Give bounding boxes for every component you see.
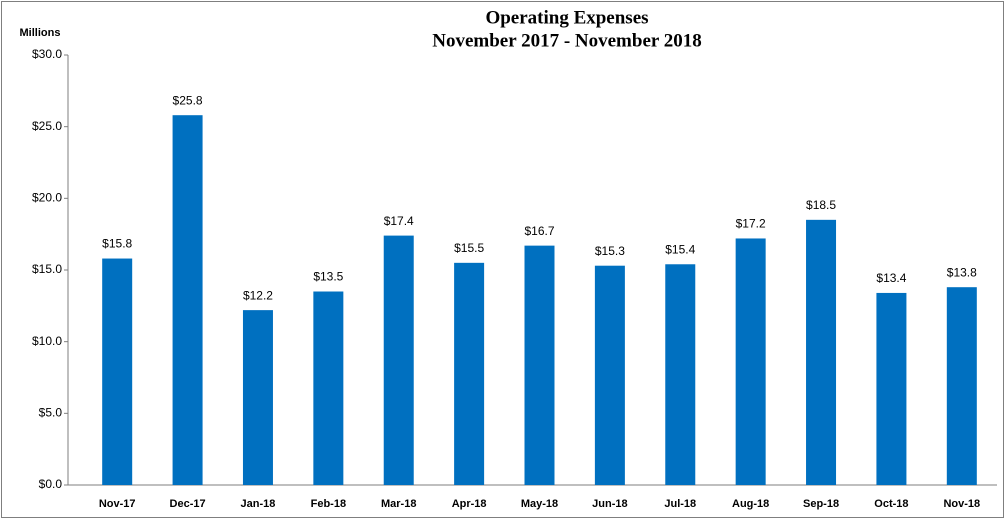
chart-subtitle: November 2017 - November 2018 <box>432 30 701 51</box>
bar <box>735 238 766 485</box>
bar <box>454 262 485 485</box>
x-tick-label: Nov-17 <box>99 498 136 510</box>
x-tick-label: Oct-18 <box>874 498 908 510</box>
bar <box>172 115 203 485</box>
y-tick-label: $0.0 <box>39 477 63 491</box>
value-label: $12.2 <box>243 288 273 302</box>
value-label: $25.8 <box>173 93 203 107</box>
y-tick-label: $10.0 <box>32 334 62 348</box>
value-label: $18.5 <box>806 198 836 212</box>
value-label: $13.4 <box>876 271 906 285</box>
value-label: $17.4 <box>384 214 414 228</box>
y-tick-label: $5.0 <box>39 406 63 420</box>
x-tick-label: May-18 <box>521 498 558 510</box>
x-tick-label: Jun-18 <box>592 498 627 510</box>
value-label: $15.4 <box>665 242 695 256</box>
value-label: $15.3 <box>595 244 625 258</box>
x-tick-label: Nov-18 <box>943 498 980 510</box>
bar <box>383 235 414 485</box>
x-tick-label: Sep-18 <box>803 498 839 510</box>
x-tick-label: Aug-18 <box>732 498 769 510</box>
value-label: $16.7 <box>524 224 554 238</box>
bar <box>313 291 344 485</box>
bar <box>524 245 555 485</box>
x-tick-label: Feb-18 <box>311 498 346 510</box>
y-axis-label: Millions <box>20 27 61 39</box>
x-tick-label: Apr-18 <box>452 498 487 510</box>
bar <box>946 287 977 485</box>
value-label: $17.2 <box>736 217 766 231</box>
value-label: $15.8 <box>102 237 132 251</box>
y-tick-label: $15.0 <box>32 262 62 276</box>
value-label: $15.5 <box>454 241 484 255</box>
bar <box>242 310 273 485</box>
x-tick-label: Jul-18 <box>664 498 696 510</box>
x-tick-label: Dec-17 <box>170 498 206 510</box>
y-tick-label: $20.0 <box>32 191 62 205</box>
value-label: $13.5 <box>313 270 343 284</box>
bar <box>876 292 907 485</box>
x-tick-label: Mar-18 <box>381 498 416 510</box>
bar <box>806 219 837 486</box>
value-label: $13.8 <box>947 265 977 279</box>
bar <box>594 265 625 485</box>
y-tick-label: $30.0 <box>32 47 62 61</box>
chart-title: Operating Expenses <box>485 7 648 28</box>
x-tick-label: Jan-18 <box>241 498 276 510</box>
y-tick-label: $25.0 <box>32 119 62 133</box>
bar <box>665 264 696 485</box>
bar <box>102 258 133 485</box>
